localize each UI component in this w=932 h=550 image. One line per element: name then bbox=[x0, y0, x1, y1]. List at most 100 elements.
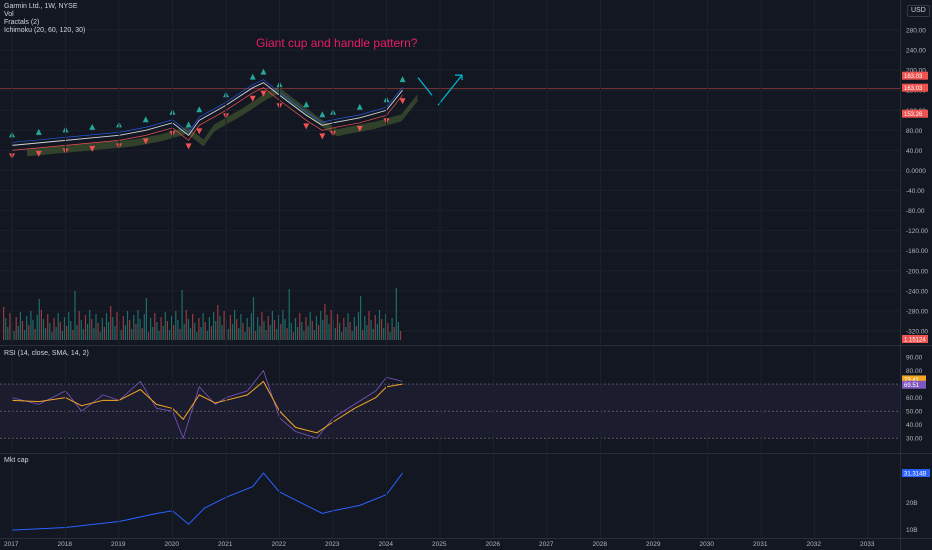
volume-bar bbox=[257, 317, 259, 340]
volume-bar bbox=[42, 319, 45, 340]
volume-bar bbox=[122, 316, 124, 340]
volume-bar bbox=[383, 328, 385, 340]
volume-bar bbox=[378, 310, 381, 340]
x-tick-label: 2029 bbox=[646, 541, 661, 548]
volume-bar bbox=[19, 312, 21, 340]
volume-bar bbox=[231, 324, 234, 340]
currency-button[interactable]: USD bbox=[907, 5, 930, 17]
volume-bar bbox=[255, 331, 257, 340]
fractal-down-marker bbox=[319, 133, 326, 140]
volume-bar bbox=[70, 321, 72, 340]
volume-bar bbox=[259, 326, 261, 340]
rsi-tick-label: 50.00 bbox=[906, 409, 923, 416]
volume-bar bbox=[72, 330, 74, 340]
mktcap-label-box bbox=[902, 469, 930, 478]
volume-bar bbox=[213, 312, 215, 340]
volume-bar bbox=[288, 289, 290, 340]
volume-bar bbox=[21, 321, 24, 340]
volume-bar bbox=[82, 329, 84, 340]
price-tick-label: 40.00 bbox=[906, 148, 923, 155]
x-tick-label: 2032 bbox=[807, 541, 822, 548]
volume-bar bbox=[263, 321, 265, 340]
x-tick-label: 2021 bbox=[218, 541, 233, 548]
volume-bar bbox=[215, 321, 217, 340]
volume-bar bbox=[200, 327, 202, 340]
rsi-label: 69.51 bbox=[904, 383, 920, 389]
volume-bar bbox=[315, 316, 318, 340]
volume-bar bbox=[307, 326, 309, 340]
volume-bar bbox=[372, 329, 374, 340]
price-tick-label: -160.00 bbox=[906, 248, 928, 255]
volume-bar bbox=[393, 327, 395, 340]
volume-bar bbox=[120, 330, 122, 340]
volume-bar bbox=[204, 322, 206, 340]
volume-bar bbox=[389, 332, 391, 340]
volume-bar bbox=[265, 330, 267, 340]
pattern-annotation: Giant cup and handle pattern? bbox=[256, 36, 418, 50]
ichimoku-indicator-label: Ichimoku (20, 60, 120, 30) bbox=[4, 27, 86, 34]
fractal-down-marker bbox=[142, 138, 149, 145]
fractal-up-marker bbox=[399, 76, 406, 83]
x-tick-label: 2025 bbox=[432, 541, 447, 548]
volume-bar bbox=[328, 324, 330, 340]
volume-bar bbox=[238, 328, 240, 340]
fractal-up-marker bbox=[249, 73, 256, 80]
fractal-up-marker bbox=[303, 101, 310, 108]
x-tick-label: 2026 bbox=[486, 541, 501, 548]
fractal-down-marker bbox=[185, 143, 192, 150]
volume-bar bbox=[305, 317, 307, 340]
volume-bar bbox=[250, 313, 252, 340]
volume-bar bbox=[108, 322, 110, 340]
x-tick-label: 2024 bbox=[379, 541, 394, 548]
volume-bar bbox=[252, 297, 255, 340]
volume-bar bbox=[374, 315, 376, 340]
volume-bar bbox=[309, 312, 311, 340]
volume-bar bbox=[95, 314, 97, 340]
volume-bar bbox=[299, 313, 301, 340]
volume-bar bbox=[91, 319, 93, 340]
x-tick-label: 2018 bbox=[58, 541, 73, 548]
volume-bar bbox=[179, 329, 181, 340]
volume-bar bbox=[51, 332, 53, 340]
price-tick-label: -320.00 bbox=[906, 329, 928, 336]
fractal-down-marker bbox=[303, 123, 310, 130]
mktcap-line bbox=[11, 472, 403, 531]
x-tick-label: 2019 bbox=[111, 541, 126, 548]
volume-bar bbox=[284, 319, 286, 340]
volume-bar bbox=[139, 319, 141, 340]
price-label: 163.03 bbox=[904, 74, 923, 80]
fractal-down-marker bbox=[249, 95, 256, 102]
volume-bar bbox=[210, 326, 213, 340]
volume-bar bbox=[345, 327, 347, 340]
volume-bar bbox=[9, 313, 11, 340]
volume-bar bbox=[276, 329, 278, 340]
volume-bar bbox=[36, 315, 38, 340]
projection-arrow bbox=[437, 74, 463, 106]
volume-bar bbox=[47, 314, 49, 340]
volume-bar bbox=[166, 321, 168, 340]
volume-bar bbox=[84, 315, 87, 340]
volume-bar bbox=[17, 326, 19, 340]
volume-bar bbox=[267, 316, 269, 340]
price-tick-label: -40.00 bbox=[906, 188, 925, 195]
volume-bar bbox=[244, 332, 246, 340]
volume-bar bbox=[110, 306, 112, 340]
volume-bar bbox=[248, 327, 250, 340]
rsi-tick-label: 40.00 bbox=[906, 422, 923, 429]
volume-bar bbox=[15, 317, 17, 340]
volume-bar bbox=[150, 318, 152, 340]
rsi-title: RSI (14, close, SMA, 14, 2) bbox=[4, 350, 89, 357]
volume-bar bbox=[160, 317, 162, 340]
fractal-up-marker bbox=[185, 121, 192, 128]
volume-bar bbox=[357, 312, 360, 340]
volume-bar bbox=[13, 331, 15, 340]
volume-bar bbox=[49, 323, 51, 340]
volume-bar bbox=[53, 318, 55, 340]
volume-bar bbox=[74, 291, 76, 340]
volume-bar bbox=[145, 298, 147, 340]
volume-bar bbox=[89, 310, 91, 340]
volume-bar bbox=[278, 315, 280, 340]
volume-bar bbox=[45, 328, 47, 340]
volume-bar bbox=[124, 325, 126, 340]
